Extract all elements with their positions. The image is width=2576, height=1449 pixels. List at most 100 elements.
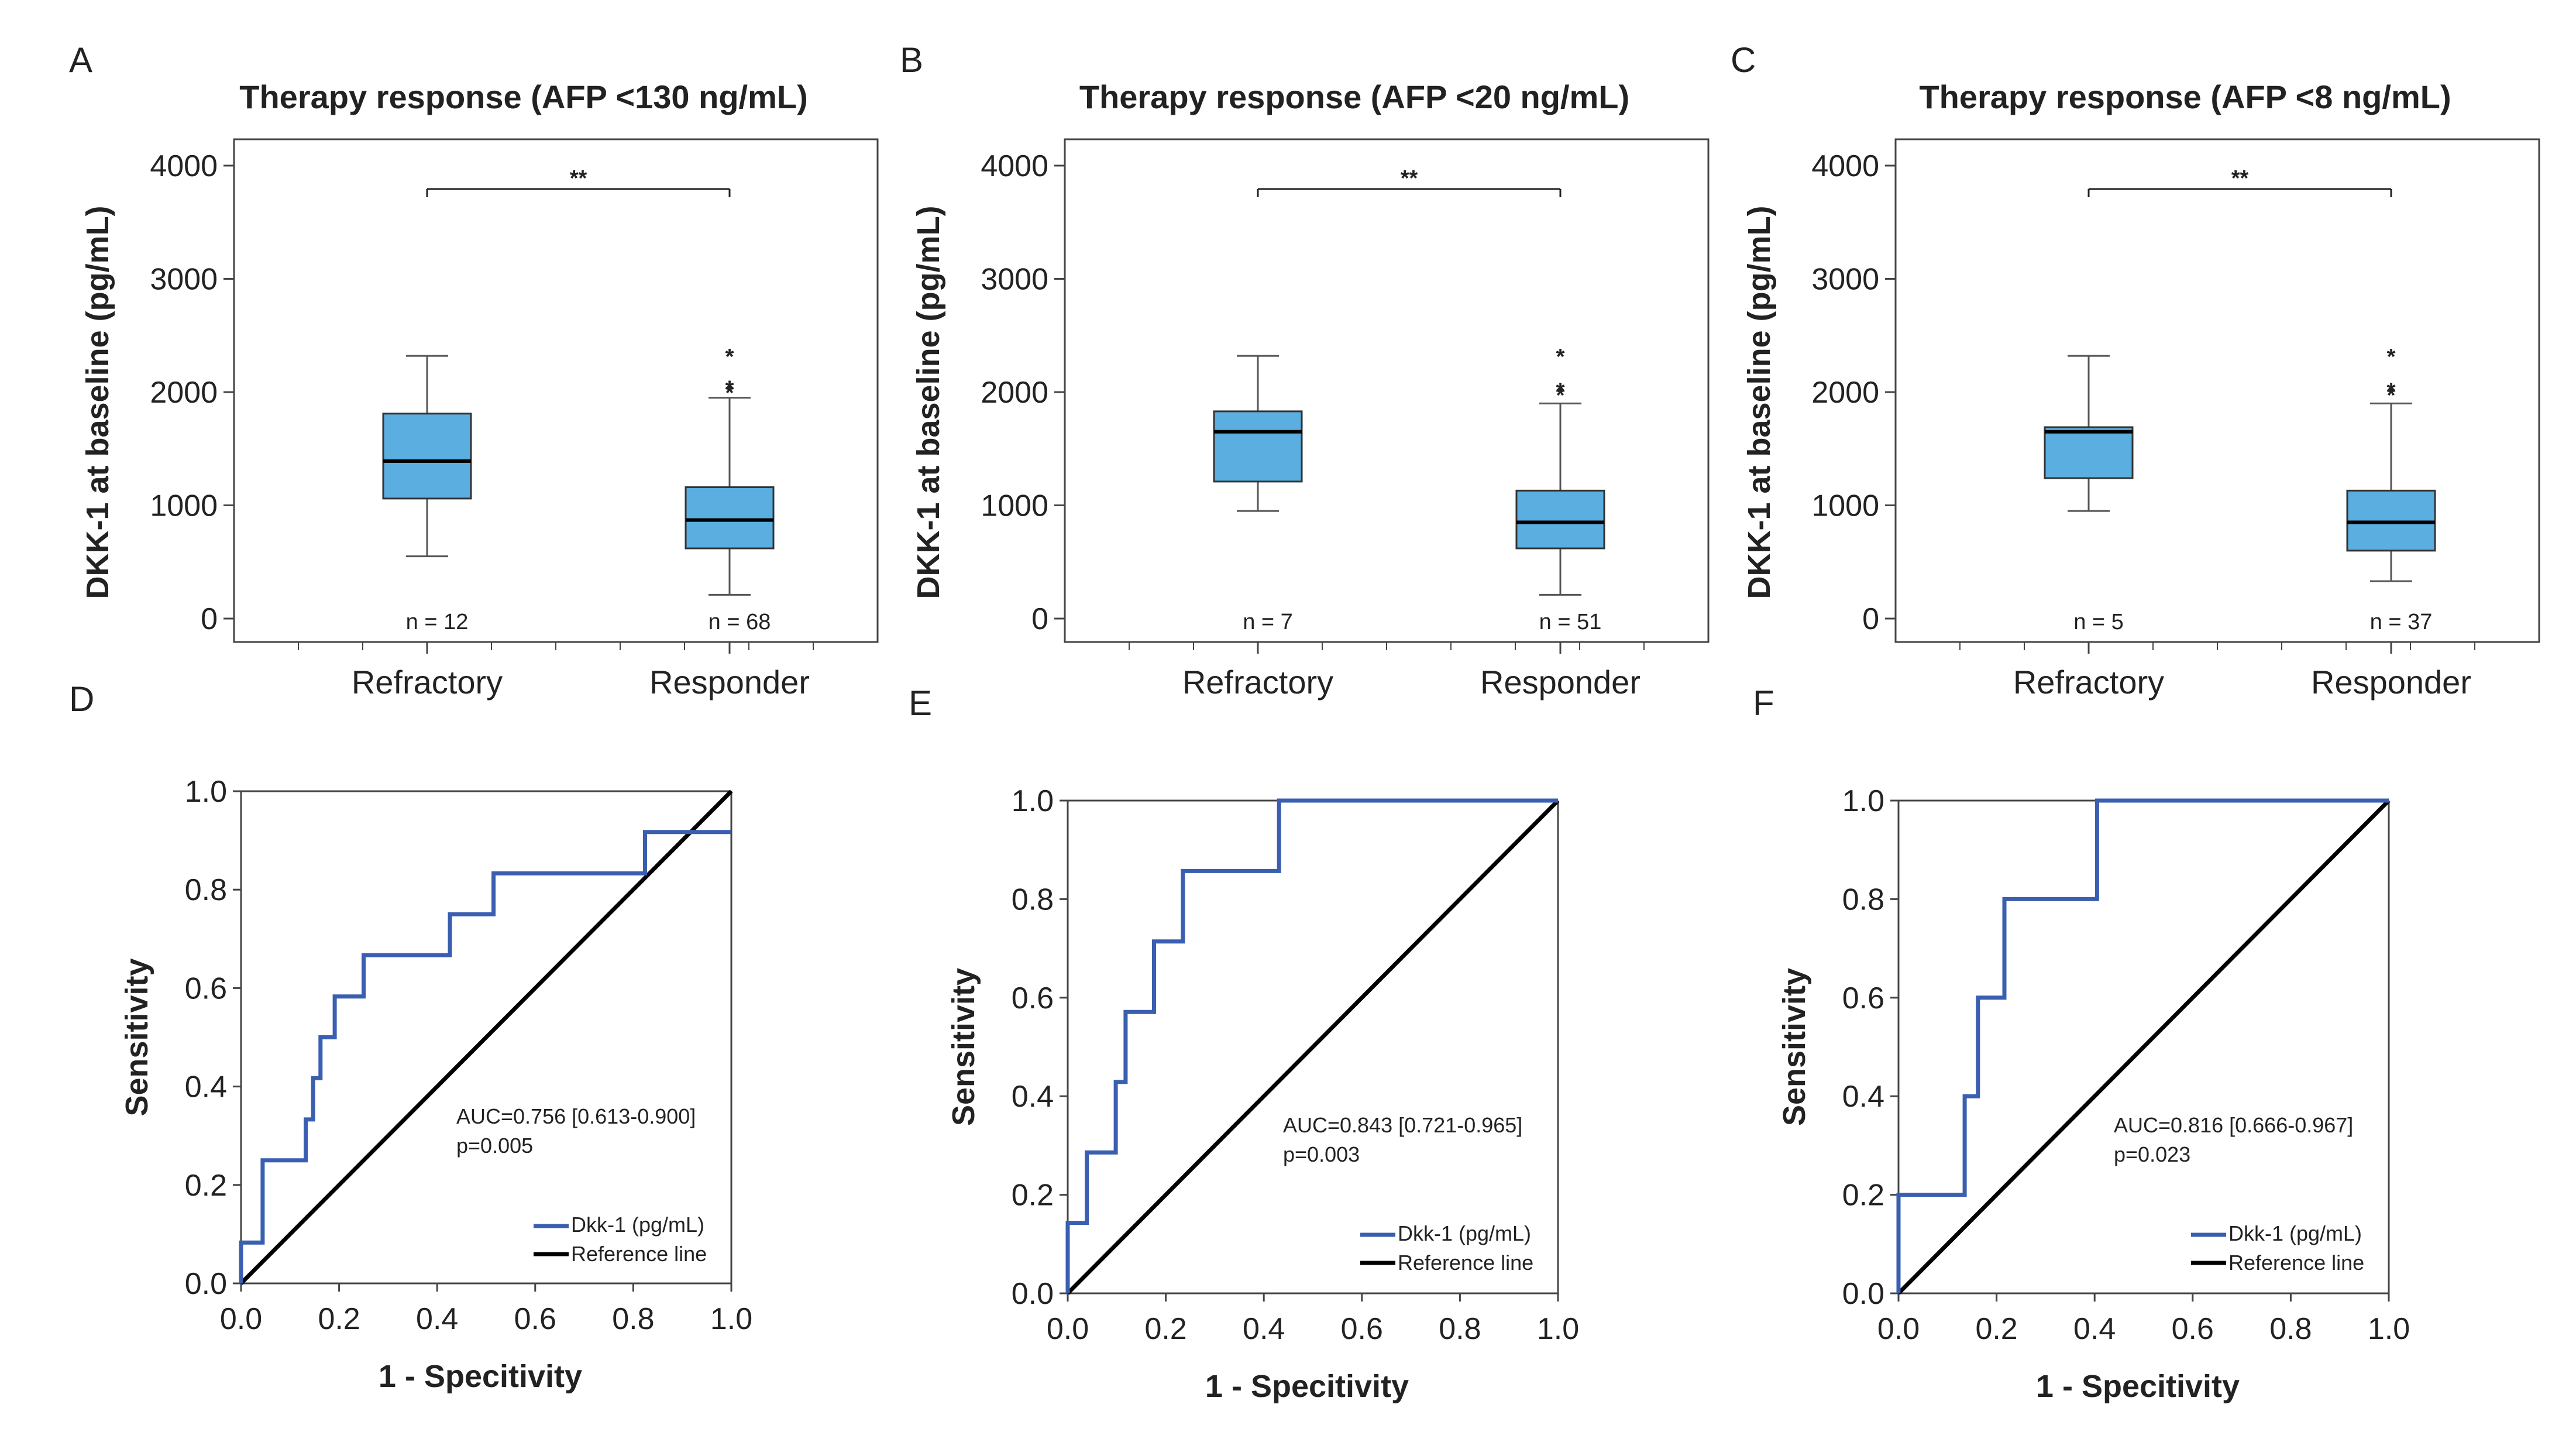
y-tick-label: 0.0 (1842, 1277, 1884, 1311)
chart-title: Therapy response (AFP <20 ng/mL) (1079, 78, 1629, 115)
p-value-annotation: p=0.005 (456, 1134, 533, 1158)
chart-title: Therapy response (AFP <130 ng/mL) (239, 78, 807, 115)
auc-annotation: AUC=0.756 [0.613-0.900] (456, 1104, 696, 1128)
y-tick-label: 0 (1031, 602, 1048, 636)
y-tick-label: 0 (1862, 602, 1879, 636)
outlier-marker: * (725, 381, 734, 406)
y-axis-label: Sensitivity (1777, 968, 1812, 1126)
roc-panel-f: F 0.00.0 0.2 0.2 0.4 0.4 0.6 0.6 0.8 0.8 1.0 1.0 Sen… (1753, 684, 2410, 1404)
sample-size-label: n = 37 (2370, 610, 2433, 634)
iqr-box (1213, 410, 1303, 483)
outlier-marker: * (2387, 379, 2396, 403)
panel-letter: F (1753, 684, 1774, 723)
p-value-annotation: p=0.023 (2114, 1142, 2190, 1166)
y-tick-label: 1.0 (1842, 784, 1884, 818)
x-tick-label: 0.2 (1144, 1312, 1186, 1346)
plot-frame (1064, 138, 1710, 643)
y-tick-label: 4000 (981, 149, 1048, 183)
y-tick-label: 4000 (1811, 149, 1879, 183)
y-tick-label: 1000 (150, 489, 218, 523)
x-tick-label: 0.8 (2269, 1312, 2312, 1346)
legend-label-dkk1: Dkk-1 (pg/mL) (571, 1213, 704, 1237)
x-tick-label: 0.2 (1975, 1312, 2017, 1346)
y-tick-label: 0.6 (185, 971, 227, 1005)
sample-size-label: n = 68 (709, 610, 771, 634)
x-category-label: Responder (1480, 664, 1640, 701)
panel-letter: C (1731, 40, 1756, 80)
x-tick-label: 0.6 (514, 1302, 556, 1336)
y-axis-label: DKK-1 at baseline (pg/mL) (80, 205, 115, 599)
x-tick-label: 1.0 (2368, 1312, 2410, 1346)
y-tick-label: 0.0 (1012, 1277, 1054, 1311)
x-tick-label: 0.4 (1243, 1312, 1285, 1346)
legend-label-dkk1: Dkk-1 (pg/mL) (2228, 1221, 2362, 1245)
panel-letter: D (69, 679, 94, 719)
sample-size-label: n = 12 (406, 610, 469, 634)
y-tick-label: 1.0 (1012, 784, 1054, 818)
y-tick-label: 2000 (1811, 376, 1879, 410)
chart-title: Therapy response (AFP <8 ng/mL) (1919, 78, 2451, 115)
box-group-refractory: n = 12 Refractory (352, 355, 503, 701)
iqr-box (1515, 489, 1605, 550)
box-group-refractory: n = 5 Refractory (2013, 355, 2164, 701)
x-axis-label: 1 - Specitivity (1205, 1369, 1409, 1404)
x-axis-label: 1 - Specitivity (2036, 1369, 2240, 1404)
sample-size-label: n = 51 (1539, 610, 1602, 634)
legend-label-dkk1: Dkk-1 (pg/mL) (1398, 1221, 1531, 1245)
box-group-refractory: n = 7 Refractory (1182, 355, 1333, 701)
x-tick-label: 0.0 (1047, 1312, 1089, 1346)
auc-annotation: AUC=0.816 [0.666-0.967] (2114, 1113, 2353, 1137)
x-category-label: Responder (2311, 664, 2471, 701)
outlier-marker: * (725, 345, 734, 369)
boxplot-panel-c: C Therapy response (AFP <8 ng/mL) 0 1000 200… (1731, 40, 2540, 701)
x-tick-label: 0.6 (1341, 1312, 1383, 1346)
boxplot-panel-b: B Therapy response (AFP <20 ng/mL) 0 1000 20… (900, 40, 1710, 701)
iqr-box (382, 413, 472, 500)
y-tick-label: 0.4 (185, 1070, 227, 1104)
outlier-marker: * (1556, 345, 1565, 369)
x-category-label: Refractory (2013, 664, 2164, 701)
iqr-box (2044, 426, 2134, 479)
legend-label-reference: Reference line (2228, 1251, 2364, 1275)
y-tick-label: 0.0 (185, 1267, 227, 1301)
y-tick-label: 3000 (150, 263, 218, 297)
y-tick-label: 0.6 (1842, 981, 1884, 1015)
y-tick-label: 0.4 (1842, 1080, 1884, 1114)
reference-line (1066, 799, 1560, 1295)
y-tick-label: 2000 (981, 376, 1048, 410)
y-tick-label: 3000 (1811, 263, 1879, 297)
panel-letter: E (909, 684, 932, 723)
y-tick-label: 0.2 (185, 1169, 227, 1203)
roc-curve-dkk1 (239, 830, 731, 1283)
plot-frame (233, 138, 879, 643)
sample-size-label: n = 7 (1243, 610, 1293, 634)
y-tick-label: 0.8 (1012, 883, 1054, 916)
x-tick-label: 1.0 (1537, 1312, 1579, 1346)
x-tick-label: 0.2 (318, 1302, 360, 1336)
x-tick-label: 0.8 (1439, 1312, 1481, 1346)
outlier-marker: * (2387, 345, 2396, 369)
significance-label: ** (570, 166, 587, 191)
y-tick-label: 0.2 (1842, 1179, 1884, 1213)
roc-panel-e: E 0.00.0 0.2 0.2 0.4 0.4 0.6 0.6 0.8 0.8 1.0 1.0 Sen… (909, 684, 1579, 1404)
legend-label-reference: Reference line (1398, 1251, 1533, 1275)
x-tick-label: 0.0 (1877, 1312, 1920, 1346)
p-value-annotation: p=0.003 (1283, 1142, 1360, 1166)
y-tick-label: 0.8 (1842, 883, 1884, 916)
y-tick-label: 1000 (981, 489, 1048, 523)
x-tick-label: 0.4 (2073, 1312, 2116, 1346)
y-axis-label: DKK-1 at baseline (pg/mL) (1742, 205, 1777, 599)
outlier-marker: * (725, 376, 734, 401)
y-tick-label: 1.0 (185, 775, 227, 809)
outlier-marker: * (2387, 383, 2396, 408)
x-tick-label: 0.8 (612, 1302, 654, 1336)
y-tick-label: 1000 (1811, 489, 1879, 523)
iqr-box (685, 486, 775, 550)
significance-label: ** (1401, 166, 1418, 191)
sample-size-label: n = 5 (2073, 610, 2124, 634)
y-tick-label: 4000 (150, 149, 218, 183)
outlier-marker: * (1556, 383, 1565, 408)
panel-letter: B (900, 40, 923, 80)
